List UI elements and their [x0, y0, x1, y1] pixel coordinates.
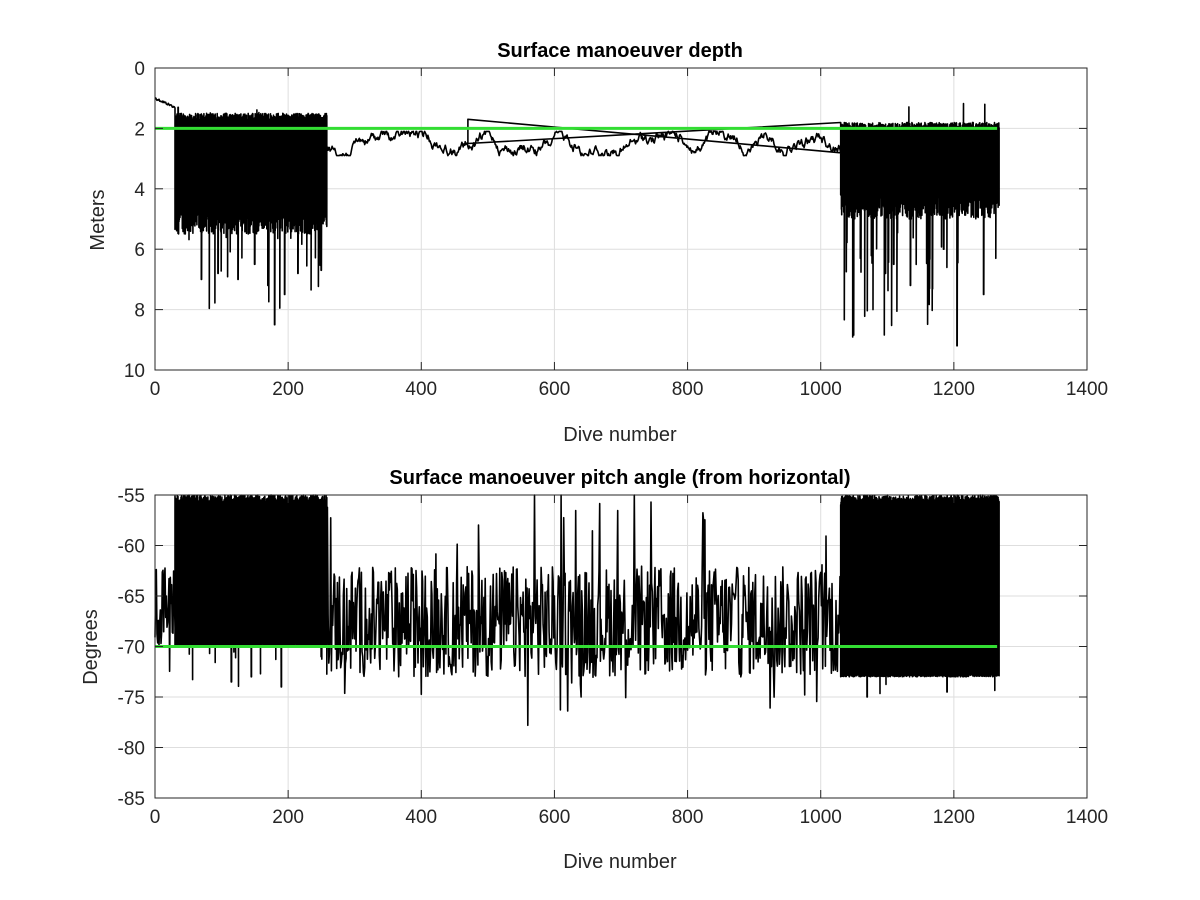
y-tick-label: 8: [134, 301, 145, 322]
depth-plot-title: Surface manoeuver depth: [497, 40, 743, 62]
y-tick-label: -55: [118, 486, 145, 507]
x-tick-label: 1200: [933, 379, 975, 400]
pitch-plot: Surface manoeuver pitch angle (from hori…: [80, 467, 1108, 873]
x-tick-label: 0: [150, 379, 161, 400]
x-tick-label: 1200: [933, 807, 975, 828]
y-tick-label: -75: [118, 688, 145, 709]
depth-plot: Surface manoeuver depth Dive number Mete…: [87, 40, 1108, 446]
x-tick-label: 800: [672, 379, 704, 400]
x-tick-label: 0: [150, 807, 161, 828]
y-tick-label: 10: [124, 361, 145, 382]
x-tick-label: 1400: [1066, 379, 1108, 400]
x-tick-label: 800: [672, 807, 704, 828]
y-tick-label: -70: [118, 638, 145, 659]
x-tick-label: 200: [272, 379, 304, 400]
x-tick-label: 400: [405, 379, 437, 400]
x-tick-label: 400: [405, 807, 437, 828]
axes-box: [154, 67, 1088, 371]
y-tick-label: -60: [118, 537, 145, 558]
pitch-plot-title: Surface manoeuver pitch angle (from hori…: [389, 467, 850, 489]
x-tick-label: 600: [539, 807, 571, 828]
depth-plot-ylabel: Meters: [87, 189, 109, 250]
x-tick-label: 600: [539, 379, 571, 400]
y-tick-label: -65: [118, 587, 145, 608]
y-tick-label: -80: [118, 739, 145, 760]
y-tick-label: 2: [134, 119, 145, 140]
pitch-plot-xlabel: Dive number: [563, 851, 677, 873]
x-tick-label: 1400: [1066, 807, 1108, 828]
y-tick-label: 0: [134, 59, 145, 80]
pitch-plot-ylabel: Degrees: [80, 609, 102, 685]
y-tick-label: -85: [118, 789, 145, 810]
data-series-line: [154, 97, 1000, 347]
x-tick-label: 1000: [800, 379, 842, 400]
x-tick-label: 200: [272, 807, 304, 828]
depth-plot-xlabel: Dive number: [563, 424, 677, 446]
y-tick-label: 4: [134, 180, 145, 201]
y-tick-label: 6: [134, 240, 145, 261]
x-tick-label: 1000: [800, 807, 842, 828]
